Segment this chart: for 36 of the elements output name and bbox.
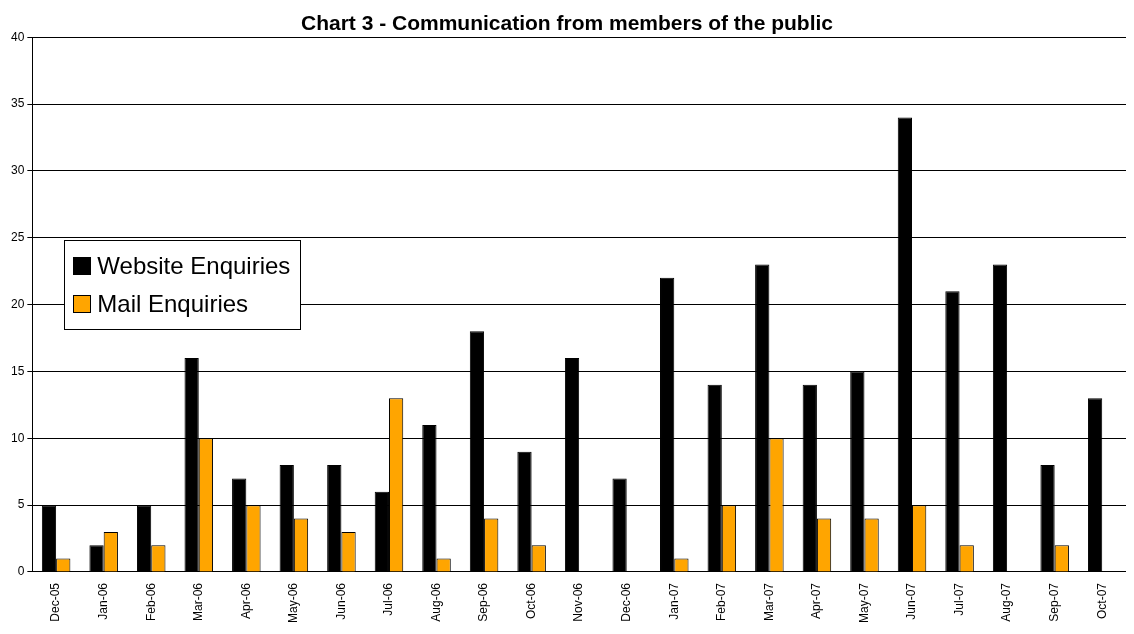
y-tick-label: 30: [10, 163, 25, 178]
x-tick-label: Dec-06: [619, 582, 634, 622]
x-tick-label: Sep-07: [1046, 582, 1061, 622]
x-tick-label: Feb-06: [143, 582, 158, 622]
y-tick-label: 0: [17, 564, 25, 579]
y-tick-label: 10: [10, 430, 25, 445]
x-tick-label: Oct-06: [523, 582, 538, 619]
x-tick-label: Jun-06: [333, 582, 348, 620]
y-tick-label: 20: [10, 296, 25, 311]
x-tick-label: Sep-06: [476, 582, 491, 622]
x-tick-label: Feb-07: [714, 582, 729, 622]
bar: [136, 505, 152, 572]
y-tick-label: 5: [17, 497, 25, 512]
y-tick-label: 25: [10, 230, 25, 245]
x-tick-label: Dec-05: [48, 582, 63, 622]
x-tick-label: May-07: [856, 582, 871, 623]
x-tick-label: Jul-06: [381, 582, 396, 616]
x-tick-label: Jan-07: [666, 582, 681, 620]
y-tick-label: 35: [10, 96, 25, 111]
x-tick-label: Apr-07: [809, 582, 824, 620]
x-tick-label: Aug-06: [428, 582, 443, 622]
x-tick-label: Nov-06: [571, 582, 586, 622]
y-tick-label: 15: [10, 363, 25, 378]
x-tick-label: Jul-07: [951, 582, 966, 616]
x-tick-label: Mar-06: [191, 582, 206, 621]
x-tick-label: Aug-07: [999, 582, 1014, 622]
legend-label: Website Enquiries: [97, 251, 291, 282]
y-tick-label: 40: [10, 29, 25, 44]
x-tick-label: Jan-06: [95, 582, 110, 620]
x-tick-label: May-06: [286, 582, 301, 623]
chart-title: Chart 3 - Communication from members of the public: [300, 11, 834, 35]
legend-label: Mail Enquiries: [97, 289, 249, 320]
x-tick-label: Jun-07: [904, 582, 919, 620]
x-tick-label: Apr-06: [238, 582, 253, 620]
x-tick-label: Oct-07: [1094, 582, 1109, 619]
x-tick-label: Mar-07: [761, 582, 776, 621]
